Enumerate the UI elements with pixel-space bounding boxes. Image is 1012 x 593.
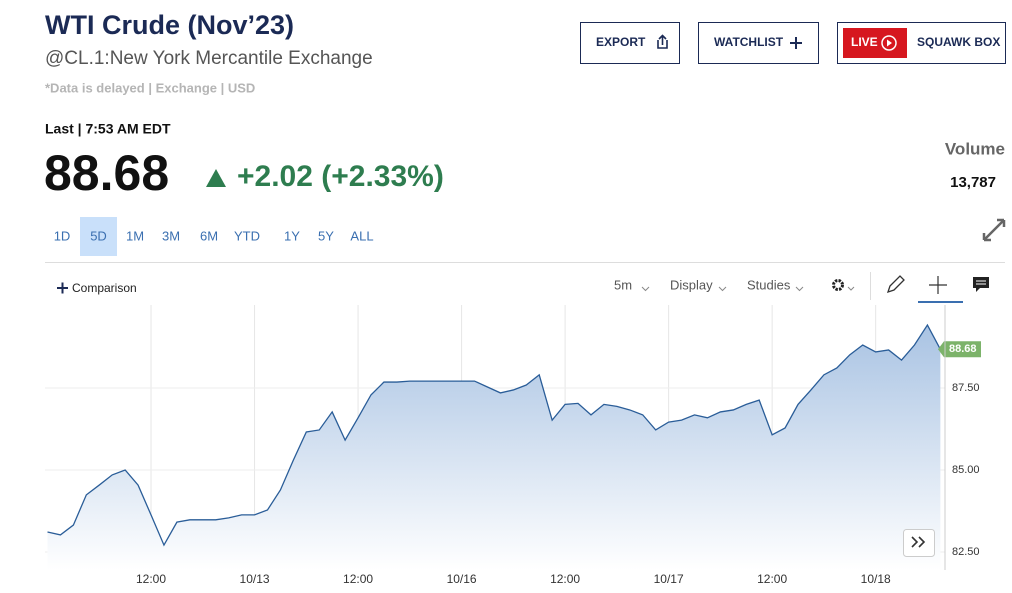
settings-icon[interactable] (832, 279, 844, 291)
watchlist-button[interactable]: WATCHLIST (698, 22, 819, 64)
expand-icon[interactable] (982, 218, 1006, 242)
chevron (795, 286, 804, 292)
export-label: EXPORT (596, 35, 646, 49)
x-tick-label: 10/18 (861, 572, 891, 586)
last-time: Last | 7:53 AM EDT (45, 121, 171, 137)
period-tab[interactable]: ALL (350, 228, 373, 243)
interval[interactable]: 5m (614, 277, 632, 292)
period-tab[interactable]: 1Y (284, 228, 300, 243)
scroll-icon (911, 536, 926, 548)
period-tab[interactable]: 5Y (318, 228, 334, 243)
title: WTI Crude (Nov’23) (45, 10, 294, 40)
watchlist-label: WATCHLIST (714, 35, 784, 49)
export-button[interactable]: EXPORT (580, 22, 680, 64)
active-tab (80, 217, 117, 256)
play-triangle (887, 39, 892, 47)
x-tick-label: 12:00 (343, 572, 373, 586)
area-fill (47, 325, 941, 570)
price-line (47, 323, 941, 547)
price-change: +2.02 (+2.33%) (237, 160, 444, 193)
subtitle: @CL.1:New York Mercantile Exchange (45, 48, 373, 69)
period-tab[interactable]: 1M (126, 228, 144, 243)
x-tick-label: 10/16 (447, 572, 477, 586)
x-tick-label: 10/17 (654, 572, 684, 586)
x-tick-label: 12:00 (550, 572, 580, 586)
export-icon (657, 34, 668, 49)
display[interactable]: Display (670, 277, 713, 292)
delay-note: *Data is delayed | Exchange | USD (45, 80, 255, 95)
last-price-label: 88.68 (949, 343, 977, 355)
period-tab[interactable]: YTD (234, 228, 260, 243)
squawk-label: SQUAWK BOX (917, 35, 1000, 49)
period-tab[interactable]: 6M (200, 228, 218, 243)
studies[interactable]: Studies (747, 277, 791, 292)
chevron (847, 286, 855, 291)
crosshair-icon[interactable] (929, 276, 947, 294)
period-tab[interactable]: 1D (54, 228, 71, 243)
chevron (641, 286, 650, 292)
y-tick-label: 85.00 (952, 464, 980, 476)
chevron (718, 286, 727, 292)
draw-icon[interactable] (886, 275, 905, 294)
comment-lines (976, 280, 986, 285)
y-tick-label: 87.50 (952, 382, 980, 394)
last-price-badge (938, 341, 981, 358)
last-price: 88.68 (44, 145, 169, 201)
play-icon (881, 35, 897, 51)
period-tabs: 1D 5D 1M 3M 6M YTD 1Y 5Y ALL (54, 217, 374, 256)
comparison[interactable]: Comparison (72, 281, 137, 295)
x-tick-label: 10/13 (240, 572, 270, 586)
y-tick-label: 82.50 (952, 546, 980, 558)
volume-value: 13,787 (950, 174, 996, 191)
comparison-plus[interactable] (57, 282, 68, 294)
live-label: LIVE (851, 35, 878, 49)
period-tab[interactable]: 5D (90, 228, 107, 243)
chart: 12:00 10/13 12:00 10/16 12:00 10/17 12:00 10/18… (45, 305, 981, 586)
volume-label: Volume (945, 139, 1005, 158)
period-tab[interactable]: 3M (162, 228, 180, 243)
squawk-button[interactable]: LIVE SQUAWK BOX (837, 22, 1006, 64)
x-tick-label: 12:00 (136, 572, 166, 586)
plus-icon (790, 37, 802, 49)
x-tick-label: 12:00 (757, 572, 787, 586)
up-arrow (206, 169, 226, 187)
scroll-button[interactable] (903, 529, 935, 557)
